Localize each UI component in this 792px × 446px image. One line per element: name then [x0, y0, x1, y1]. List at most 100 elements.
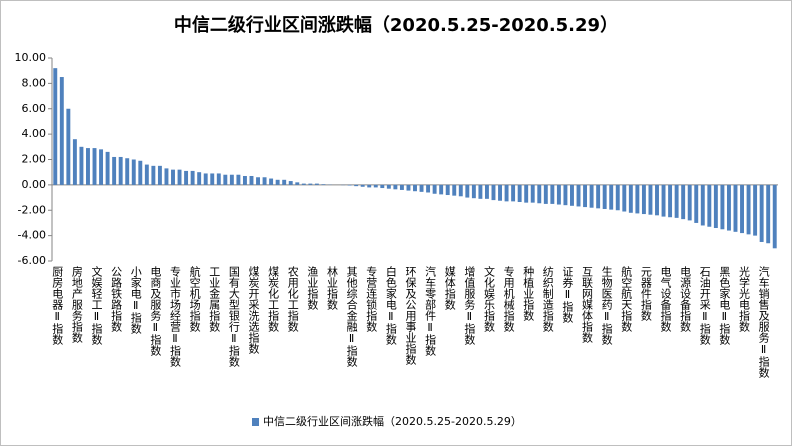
bar [511, 184, 516, 202]
bar [79, 146, 84, 185]
bar [530, 184, 535, 203]
x-tick-label: 生物医药Ⅱ指数 [600, 265, 613, 346]
bar [203, 173, 208, 185]
bar [321, 184, 326, 185]
bar [452, 184, 457, 196]
bar [301, 183, 306, 185]
bar [380, 184, 385, 189]
bar [478, 184, 483, 199]
bar [354, 184, 359, 187]
x-tick-label: 光学光电指数 [738, 265, 751, 333]
bar [99, 149, 104, 185]
bar [210, 173, 215, 185]
bar [713, 184, 718, 229]
x-tick-label: 纺织制造指数 [541, 265, 554, 333]
bar [59, 77, 64, 185]
x-tick-label: 电气设备指数 [659, 266, 672, 333]
bar [151, 165, 156, 185]
bar [190, 170, 195, 185]
bar [772, 184, 777, 249]
x-tick-label: 公路铁路指数 [110, 266, 123, 333]
bar [465, 184, 470, 198]
bar [105, 151, 110, 185]
bar [125, 158, 130, 185]
x-tick-label: 其他综合金融Ⅱ指数 [345, 266, 358, 368]
bar [314, 183, 319, 185]
chart-title: 中信二级行业区间涨跌幅（2020.5.25-2020.5.29） [174, 14, 618, 36]
bar [432, 184, 437, 194]
y-tick-label: 2.00 [22, 153, 47, 166]
bar [184, 170, 189, 185]
x-tick-label: 厨房电器Ⅱ指数 [51, 266, 64, 346]
x-tick-label: 石油开采Ⅱ指数 [698, 266, 711, 346]
x-tick-label: 专业市场经营Ⅱ指数 [169, 265, 182, 368]
bar [687, 184, 692, 221]
bar [550, 184, 555, 204]
bar [615, 184, 620, 211]
bar [53, 68, 58, 185]
bar [759, 184, 764, 242]
x-tick-label: 文化娱乐指数 [482, 265, 495, 333]
bar [648, 184, 653, 215]
bar [138, 160, 143, 185]
x-tick-label: 汽车零部件Ⅱ指数 [424, 265, 437, 357]
y-tick-label: -2.00 [18, 203, 46, 216]
bar [583, 184, 588, 208]
bar [753, 184, 758, 236]
bar [570, 184, 574, 206]
x-tick-label: 煤炭开采洗选指数 [247, 266, 260, 355]
x-tick-label: 航空机场指数 [188, 265, 201, 333]
bar [524, 184, 529, 203]
legend-swatch [252, 418, 259, 426]
bar [164, 168, 169, 185]
bar [661, 184, 666, 217]
bar [576, 184, 581, 207]
x-tick-label: 房地产服务指数 [70, 266, 83, 344]
bar [537, 184, 542, 204]
x-tick-label: 证券Ⅱ指数 [561, 266, 574, 324]
x-tick-label: 汽车销售及服务Ⅱ指数 [757, 265, 770, 379]
bar [308, 183, 313, 185]
bar [439, 184, 444, 195]
bar [766, 184, 771, 244]
bar [347, 184, 352, 186]
x-tick-label: 工业金属指数 [208, 266, 221, 333]
x-tick-label: 黑色家电Ⅱ指数 [718, 266, 731, 346]
bar [275, 179, 280, 185]
bar [517, 184, 522, 203]
bar [471, 184, 476, 199]
x-tick-label: 白色家电Ⅱ指数 [384, 265, 397, 346]
bar [92, 148, 97, 185]
x-tick-label: 电商及服务Ⅱ指数 [149, 266, 162, 357]
bar [197, 172, 202, 185]
bar [700, 184, 705, 226]
bar [628, 184, 633, 213]
bar [563, 184, 568, 206]
bar [655, 184, 659, 216]
bar [256, 177, 260, 185]
bar [445, 184, 450, 196]
bar [242, 175, 247, 185]
bar [249, 175, 254, 185]
legend-label: 中信二级行业区间涨跌幅（2020.5.25-2020.5.29） [263, 414, 522, 428]
bar [223, 174, 228, 185]
y-tick-label: 10.00 [15, 51, 47, 64]
x-tick-label: 媒体指数 [443, 266, 456, 311]
y-tick-label: 6.00 [22, 102, 47, 115]
x-tick-label: 农用化工指数 [286, 265, 299, 333]
bar [72, 139, 77, 185]
bar [484, 184, 489, 199]
bar [269, 178, 274, 185]
bar [589, 184, 594, 208]
bar [171, 169, 175, 185]
x-tick-label: 国有大型银行Ⅱ指数 [227, 266, 240, 368]
bar [360, 184, 365, 187]
bar [144, 164, 149, 185]
x-tick-label: 环保及公用事业指数 [404, 266, 417, 366]
bar [504, 184, 509, 202]
bar [112, 156, 117, 185]
bar [635, 184, 640, 214]
x-tick-label: 航空航天指数 [620, 265, 633, 333]
